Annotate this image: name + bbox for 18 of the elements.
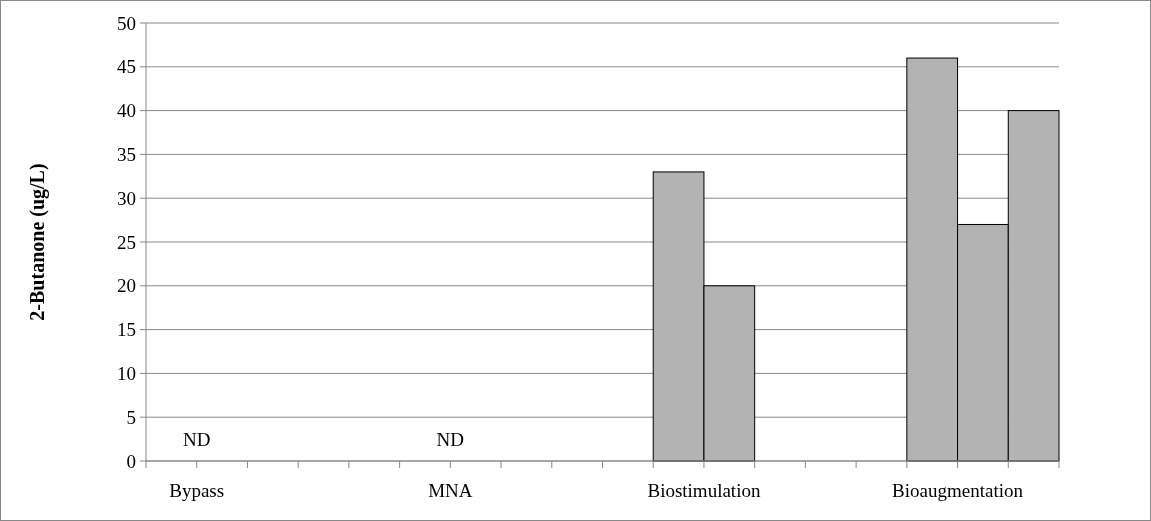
y-tick-label: 20 [117, 275, 136, 297]
y-axis-title: 2-Butanone (ug/L) [26, 163, 49, 321]
x-tick-label: MNA [428, 480, 473, 501]
x-tick-label: Biostimulation [647, 480, 761, 501]
annotation: ND [436, 428, 465, 450]
y-tick-label: 10 [117, 363, 136, 385]
x-tick-label: Bioaugmentation [892, 480, 1024, 501]
y-tick-label: 45 [117, 56, 136, 78]
y-tick-label: 50 [117, 12, 136, 34]
y-tick-label: 25 [117, 231, 136, 253]
y-tick-label: 35 [117, 144, 136, 166]
x-tick-label: Bypass [169, 480, 225, 501]
y-tick-label: 0 [126, 450, 136, 472]
y-tick-label: 15 [117, 319, 136, 341]
y-tick-label: 5 [126, 406, 136, 428]
annotation: ND [183, 428, 211, 450]
y-tick-label: 30 [117, 187, 136, 209]
y-tick-label: 40 [117, 100, 136, 122]
